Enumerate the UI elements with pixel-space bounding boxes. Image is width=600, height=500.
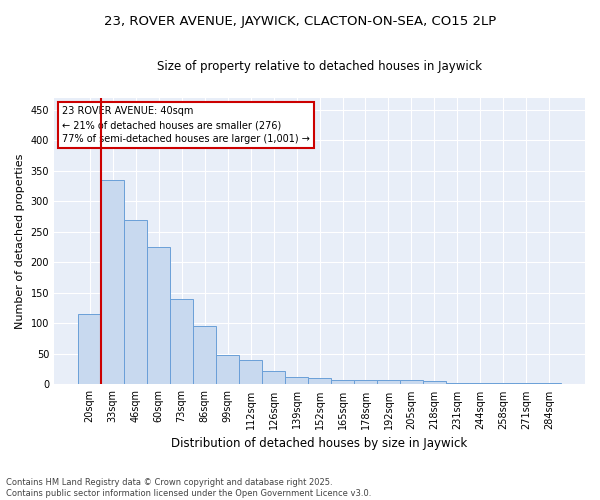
- Bar: [216, 355, 239, 384]
- Bar: [285, 376, 308, 384]
- Bar: [78, 314, 101, 384]
- X-axis label: Distribution of detached houses by size in Jaywick: Distribution of detached houses by size …: [172, 437, 467, 450]
- Text: Contains HM Land Registry data © Crown copyright and database right 2025.
Contai: Contains HM Land Registry data © Crown c…: [6, 478, 371, 498]
- Bar: [170, 299, 193, 384]
- Y-axis label: Number of detached properties: Number of detached properties: [15, 154, 25, 329]
- Bar: [239, 360, 262, 384]
- Bar: [147, 247, 170, 384]
- Bar: [400, 380, 423, 384]
- Bar: [331, 380, 354, 384]
- Bar: [446, 383, 469, 384]
- Text: 23 ROVER AVENUE: 40sqm
← 21% of detached houses are smaller (276)
77% of semi-de: 23 ROVER AVENUE: 40sqm ← 21% of detached…: [62, 106, 310, 144]
- Title: Size of property relative to detached houses in Jaywick: Size of property relative to detached ho…: [157, 60, 482, 73]
- Bar: [101, 180, 124, 384]
- Bar: [492, 383, 515, 384]
- Text: 23, ROVER AVENUE, JAYWICK, CLACTON-ON-SEA, CO15 2LP: 23, ROVER AVENUE, JAYWICK, CLACTON-ON-SE…: [104, 15, 496, 28]
- Bar: [538, 383, 561, 384]
- Bar: [193, 326, 216, 384]
- Bar: [354, 380, 377, 384]
- Bar: [423, 382, 446, 384]
- Bar: [377, 380, 400, 384]
- Bar: [262, 371, 285, 384]
- Bar: [308, 378, 331, 384]
- Bar: [469, 383, 492, 384]
- Bar: [124, 220, 147, 384]
- Bar: [515, 383, 538, 384]
